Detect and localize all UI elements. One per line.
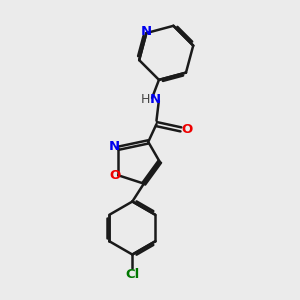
- Text: N: N: [109, 140, 120, 153]
- Text: H: H: [141, 93, 150, 106]
- Text: Cl: Cl: [125, 268, 140, 281]
- Text: N: N: [141, 25, 152, 38]
- Text: N: N: [149, 93, 161, 106]
- Text: O: O: [181, 123, 192, 136]
- Text: O: O: [109, 169, 120, 182]
